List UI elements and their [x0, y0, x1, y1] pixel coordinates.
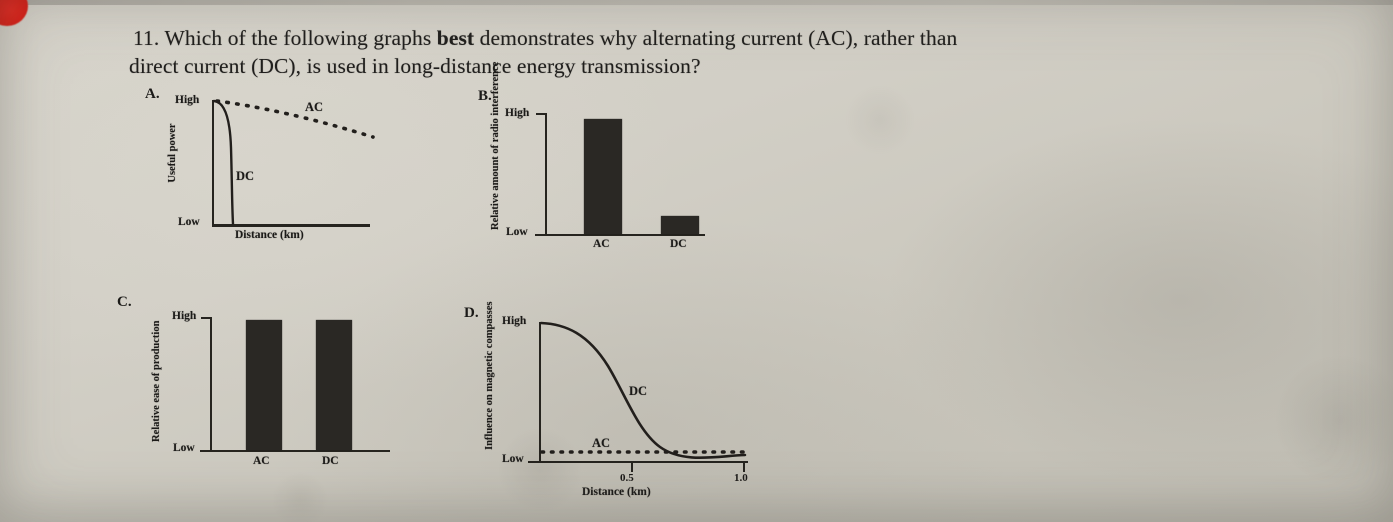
option-a-y-low-label: Low — [178, 216, 200, 228]
option-d-xtick-label-0: 0.5 — [620, 472, 634, 484]
question-line1-pre: Which of the following graphs — [159, 26, 437, 50]
option-a-dc-curve — [212, 99, 235, 226]
option-b-x-axis — [535, 234, 705, 237]
option-d-xtick-1 — [743, 462, 745, 472]
question-emphasis-best: best — [436, 26, 475, 50]
option-b-category-label-dc: DC — [670, 238, 687, 250]
question-text: 11. Which of the following graphs best d… — [129, 24, 1293, 80]
option-a-x-axis — [212, 224, 370, 227]
option-a-y-high-label: High — [175, 94, 200, 106]
option-d-dc-curve — [539, 321, 747, 460]
option-a-letter: A. — [145, 86, 160, 102]
option-d-xtick-label-1: 1.0 — [734, 472, 748, 484]
option-c-y-axis-title: Relative ease of production — [151, 320, 162, 442]
option-c-y-low-label: Low — [173, 442, 195, 454]
option-d-series-label-ac: AC — [592, 436, 611, 450]
option-d-series-label-dc: DC — [629, 384, 648, 398]
option-a-series-label-dc: DC — [236, 169, 255, 183]
option-b-category-label-ac: AC — [593, 238, 610, 250]
option-d-plot-curves — [539, 321, 747, 460]
option-d-y-high-label: High — [502, 315, 527, 327]
option-d-xtick-0 — [631, 462, 633, 472]
question-number: 11. — [133, 26, 160, 50]
option-c-y-axis — [210, 317, 212, 451]
scan-edge-strip — [0, 0, 1393, 5]
option-a-y-axis — [212, 100, 214, 225]
option-d-x-axis-title: Distance (km) — [582, 486, 651, 498]
option-b-y-axis — [545, 113, 547, 235]
option-c-letter: C. — [117, 294, 132, 310]
option-b-y-high-label: High — [505, 107, 530, 119]
option-b-bar-ac — [584, 119, 622, 234]
option-b-letter: B. — [478, 88, 492, 104]
option-c-bar-ac — [246, 320, 282, 450]
option-b-y-high-tick — [536, 113, 547, 115]
option-d-letter: D. — [464, 305, 479, 321]
option-c-bar-dc — [316, 320, 352, 450]
option-a-x-axis-title: Distance (km) — [235, 229, 304, 241]
option-d-graph[interactable]: D. High Low Influence on magnetic compas… — [462, 300, 772, 500]
option-b-y-low-label: Low — [506, 226, 528, 238]
question-line2: direct current (DC), is used in long-dis… — [129, 54, 701, 78]
option-d-y-low-label: Low — [502, 453, 524, 465]
option-c-y-high-tick — [201, 317, 212, 319]
option-b-graph[interactable]: B. High Low Relative amount of radio int… — [478, 61, 778, 263]
option-d-y-axis — [539, 322, 541, 462]
option-a-plot-curves — [212, 99, 375, 226]
question-line1-post: demonstrates why alternating current (AC… — [474, 26, 958, 50]
option-c-x-axis — [200, 450, 390, 453]
option-c-graph[interactable]: C. High Low Relative ease of production … — [115, 294, 415, 484]
option-b-bar-dc — [661, 216, 699, 234]
option-a-ac-curve — [215, 99, 375, 139]
option-a-graph[interactable]: A. High Low Useful power Distance (km) A… — [145, 86, 445, 251]
option-a-series-label-ac: AC — [305, 100, 324, 114]
option-c-category-label-dc: DC — [322, 455, 339, 467]
option-d-x-axis — [528, 461, 748, 464]
option-c-category-label-ac: AC — [253, 455, 270, 467]
option-c-y-high-label: High — [172, 310, 197, 322]
red-ink-mark — [0, 0, 28, 26]
option-b-y-axis-title: Relative amount of radio interference — [490, 61, 501, 230]
